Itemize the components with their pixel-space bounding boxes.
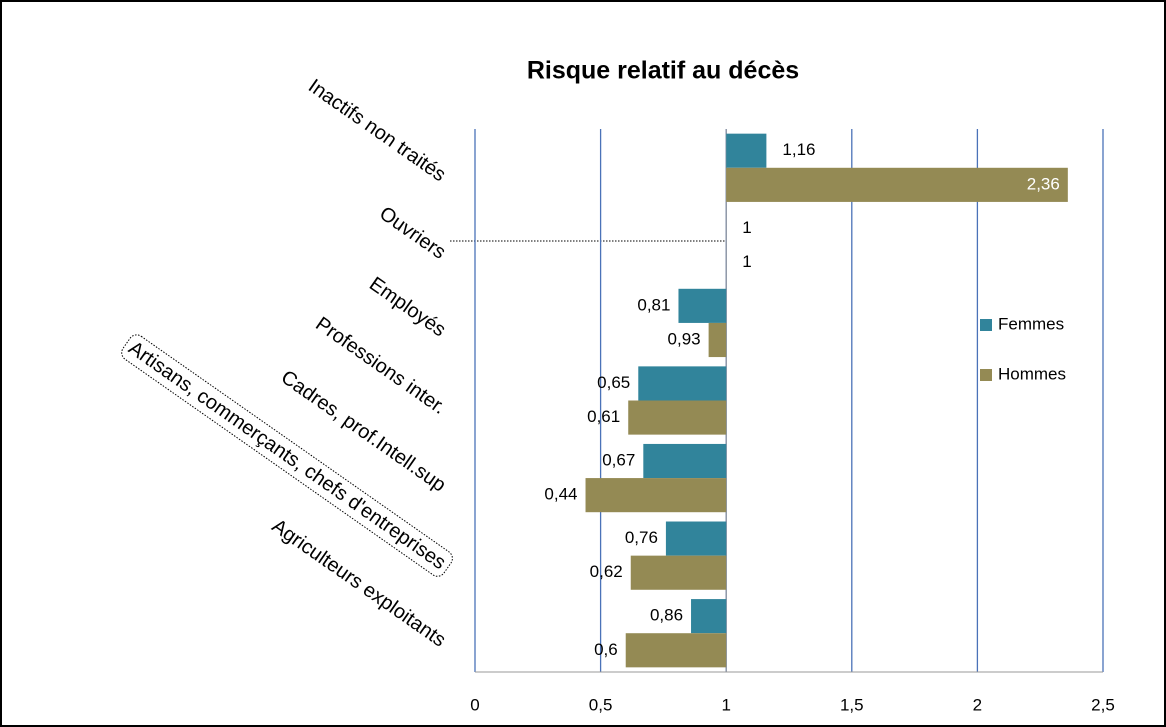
value-label: 0,44 (544, 485, 577, 504)
value-label: 0,81 (637, 295, 670, 314)
bar (665, 521, 727, 556)
value-label: 2,36 (1027, 174, 1060, 193)
chart-title: Risque relatif au décès (527, 57, 799, 85)
value-label: 0,6 (594, 640, 618, 659)
bar (726, 133, 767, 168)
highlight-box (121, 334, 453, 577)
bar (678, 288, 727, 323)
bar (726, 167, 1068, 202)
value-label: 0,61 (587, 407, 620, 426)
value-label: 1 (742, 252, 751, 271)
bar (691, 599, 727, 634)
legend-swatch (980, 319, 992, 331)
value-label: 0,86 (650, 606, 683, 625)
value-label: 0,76 (625, 528, 658, 547)
x-tick-label: 1,5 (840, 695, 864, 714)
legend-label: Hommes (998, 364, 1066, 383)
bar (625, 633, 727, 668)
value-label: 1 (742, 218, 751, 237)
x-tick-label: 0,5 (589, 695, 613, 714)
legend-swatch (980, 369, 992, 381)
bar (708, 322, 727, 358)
x-tick-label: 2 (973, 695, 982, 714)
value-label: 0,62 (590, 562, 623, 581)
x-tick-label: 0 (470, 695, 479, 714)
x-tick-label: 1 (721, 695, 730, 714)
bar (638, 366, 727, 401)
x-tick-label: 2,5 (1091, 695, 1115, 714)
value-label: 0,67 (602, 450, 635, 469)
bar (628, 400, 727, 435)
bar (630, 555, 727, 590)
value-label: 1,16 (782, 140, 815, 159)
value-label: 0,93 (668, 329, 701, 348)
bar (585, 478, 727, 513)
bar (643, 443, 727, 479)
legend-label: Femmes (998, 314, 1064, 333)
value-label: 0,65 (597, 373, 630, 392)
